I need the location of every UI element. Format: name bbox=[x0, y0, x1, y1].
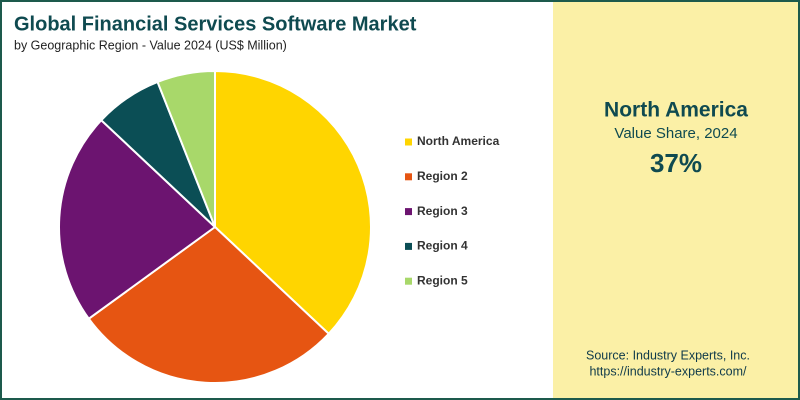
pie-slice bbox=[156, 69, 216, 228]
pie-slice bbox=[58, 118, 217, 321]
pie-slice bbox=[87, 225, 331, 384]
legend-swatch bbox=[405, 138, 412, 146]
panel-value: 37% bbox=[650, 148, 702, 178]
source-url[interactable]: https://industry-experts.com/ bbox=[589, 364, 747, 378]
legend-swatch bbox=[405, 208, 412, 216]
legend-swatch bbox=[405, 173, 412, 181]
legend-swatch bbox=[405, 242, 412, 250]
legend-label: Region 4 bbox=[417, 239, 468, 253]
panel-subtitle: Value Share, 2024 bbox=[614, 125, 737, 142]
legend-label: North America bbox=[417, 134, 500, 148]
legend-label: Region 3 bbox=[417, 204, 468, 218]
panel-title: North America bbox=[604, 99, 748, 122]
legend-label: Region 2 bbox=[417, 169, 468, 183]
chart-title: Global Financial Services Software Marke… bbox=[14, 13, 417, 35]
legend-label: Region 5 bbox=[417, 273, 468, 287]
chart-subtitle: by Geographic Region - Value 2024 (US$ M… bbox=[14, 38, 287, 52]
info-panel bbox=[553, 0, 800, 400]
legend-swatch bbox=[405, 277, 412, 285]
source: Source: Industry Experts, Inc. bbox=[586, 348, 750, 362]
pie-slice bbox=[214, 69, 372, 336]
